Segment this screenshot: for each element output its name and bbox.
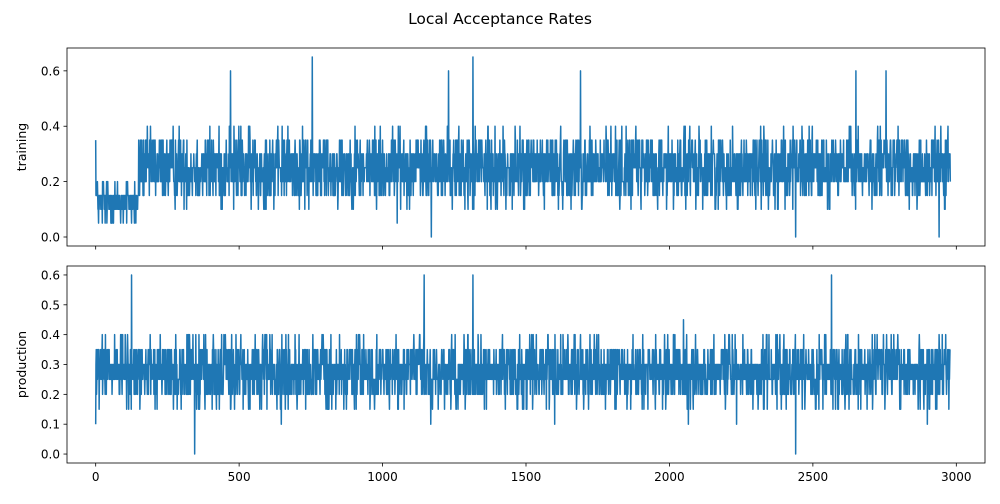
x-tick-label: 0 xyxy=(92,470,100,484)
y-tick-label: 0.0 xyxy=(41,231,60,245)
y-tick-label: 0.3 xyxy=(41,358,60,372)
y-tick-label: 0.2 xyxy=(41,175,60,189)
x-tick-label: 2500 xyxy=(798,470,829,484)
figure-title: Local Acceptance Rates xyxy=(408,10,592,28)
x-tick-label: 3000 xyxy=(941,470,972,484)
y-tick-label: 0.6 xyxy=(41,268,60,282)
y-tick-label: 0.2 xyxy=(41,388,60,402)
x-tick-label: 500 xyxy=(228,470,251,484)
chart-panel-production: 0.0 0.1 0.2 0.3 0.4 0.5 0.6 0 500 1000 1500 2000 250… xyxy=(14,265,986,484)
series-line-production xyxy=(94,274,951,455)
y-tick-label: 0.5 xyxy=(41,298,60,312)
chart-panel-training: 0.0 0.2 0.4 0.6 training xyxy=(14,47,986,250)
y-tick-label: 0.4 xyxy=(41,328,60,342)
x-tick-label: 1500 xyxy=(511,470,542,484)
y-axis-label: training xyxy=(14,123,29,171)
series-line-training xyxy=(94,56,952,238)
y-axis-label: production xyxy=(14,331,29,398)
x-tick-label: 1000 xyxy=(367,470,398,484)
y-tick-label: 0.0 xyxy=(41,448,60,462)
y-tick-label: 0.4 xyxy=(41,120,60,134)
y-tick-label: 0.6 xyxy=(41,64,60,78)
y-tick-label: 0.1 xyxy=(41,418,60,432)
x-tick-label: 2000 xyxy=(654,470,685,484)
